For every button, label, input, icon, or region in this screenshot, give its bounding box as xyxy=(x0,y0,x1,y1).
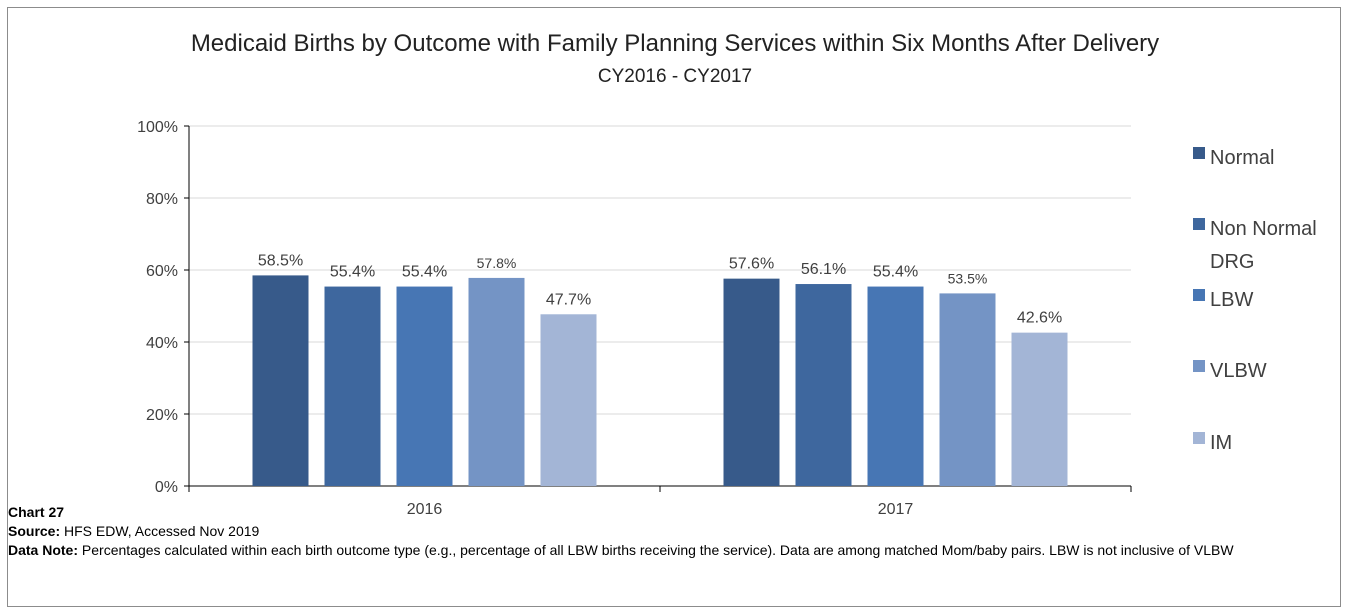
bar xyxy=(396,286,453,486)
y-tick-label: 40% xyxy=(146,335,178,352)
y-tick-label: 80% xyxy=(146,191,178,208)
data-label: 53.5% xyxy=(948,270,988,286)
source-text: HFS EDW, Accessed Nov 2019 xyxy=(60,523,260,539)
data-label: 55.4% xyxy=(402,264,447,281)
legend-swatch xyxy=(1193,218,1205,230)
legend-label: DRG xyxy=(1210,251,1254,273)
legend-swatch xyxy=(1193,360,1205,372)
y-tick-label: 60% xyxy=(146,263,178,280)
data-label: 57.6% xyxy=(729,256,774,273)
chart-title: Medicaid Births by Outcome with Family P… xyxy=(190,30,1160,57)
chart-frame: Medicaid Births by Outcome with Family P… xyxy=(7,7,1341,607)
bar xyxy=(795,284,852,486)
legend-swatch xyxy=(1193,432,1205,444)
data-label: 55.4% xyxy=(873,264,918,281)
data-label: 55.4% xyxy=(330,264,375,281)
source-label: Source: xyxy=(8,523,61,539)
data-label: 56.1% xyxy=(801,261,846,278)
source-line: Source: HFS EDW, Accessed Nov 2019 xyxy=(8,522,1308,541)
y-tick-label: 0% xyxy=(155,479,178,496)
y-tick-label: 20% xyxy=(146,407,178,424)
legend-label: Normal xyxy=(1210,147,1274,169)
legend-label: LBW xyxy=(1210,289,1253,311)
bar xyxy=(1011,332,1068,486)
y-tick-label: 100% xyxy=(137,119,178,136)
x-tick-label: 2017 xyxy=(878,501,914,518)
bar xyxy=(867,286,924,486)
legend-swatch xyxy=(1193,147,1205,159)
legend-label: VLBW xyxy=(1210,360,1267,382)
bar xyxy=(540,314,597,486)
legend-swatch xyxy=(1193,289,1205,301)
bar xyxy=(324,286,381,486)
legend-label: IM xyxy=(1210,432,1232,454)
data-note: Data Note: Percentages calculated within… xyxy=(8,541,1308,560)
legend-label: Non Normal xyxy=(1210,218,1317,240)
data-note-label: Data Note: xyxy=(8,542,79,558)
data-label: 42.6% xyxy=(1017,310,1062,327)
chart-subtitle: CY2016 - CY2017 xyxy=(597,66,753,87)
bar xyxy=(468,277,525,486)
x-tick-label: 2016 xyxy=(407,501,443,518)
chart-notes: Chart 27 Source: HFS EDW, Accessed Nov 2… xyxy=(8,503,1308,560)
bar xyxy=(252,275,309,486)
chart-number: Chart 27 xyxy=(8,504,65,520)
data-label: 47.7% xyxy=(546,291,591,308)
bar xyxy=(723,278,780,486)
data-label: 58.5% xyxy=(258,252,303,269)
data-note-text: Percentages calculated within each birth… xyxy=(78,542,1234,558)
bar xyxy=(939,293,996,486)
data-label: 57.8% xyxy=(477,255,517,271)
